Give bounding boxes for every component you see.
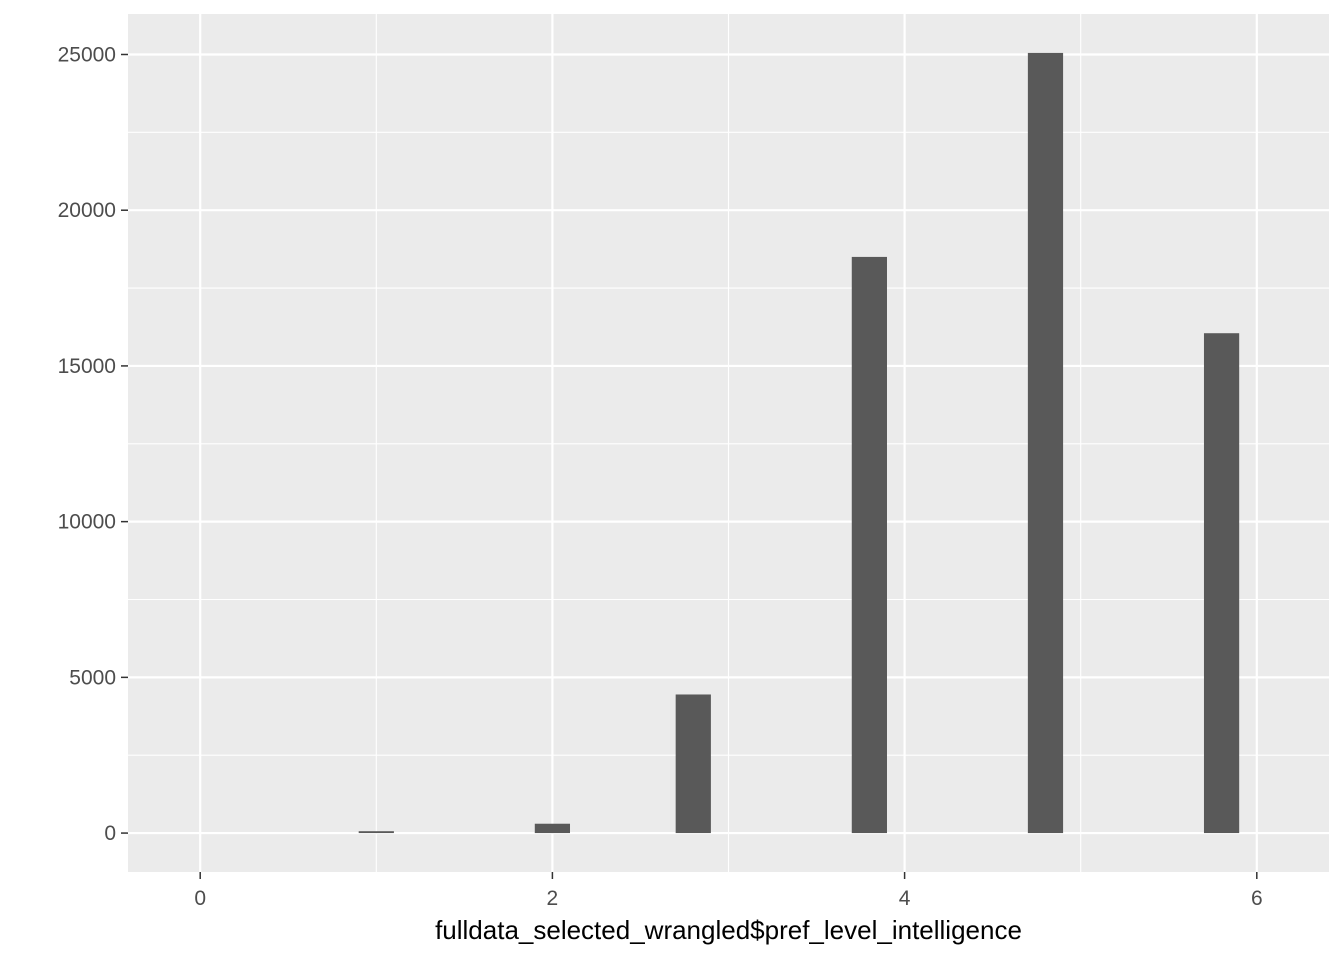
y-tick-label: 15000 (58, 355, 116, 378)
bar (1027, 52, 1064, 834)
bar (851, 256, 887, 834)
bar (358, 831, 394, 834)
major-grid (128, 14, 1329, 872)
x-tick-label: 0 (194, 887, 206, 910)
y-tick-label: 5000 (69, 666, 116, 689)
y-axis: 0 5000 10000 15000 20000 25000 (58, 43, 128, 845)
bar (534, 823, 571, 834)
x-axis: 0 2 4 6 (194, 872, 1263, 910)
y-tick-label: 25000 (58, 43, 116, 66)
x-axis-title: fulldata_selected_wrangled$pref_level_in… (435, 915, 1022, 945)
x-tick-label: 2 (547, 887, 559, 910)
y-tick-label: 0 (104, 822, 116, 845)
y-tick-label: 20000 (58, 199, 116, 222)
x-tick-label: 4 (899, 887, 911, 910)
bar (1203, 333, 1240, 834)
x-tick-label: 6 (1251, 887, 1263, 910)
y-tick-label: 10000 (58, 511, 116, 534)
bars (358, 52, 1240, 834)
minor-grid (128, 14, 1329, 872)
bar (675, 694, 711, 834)
